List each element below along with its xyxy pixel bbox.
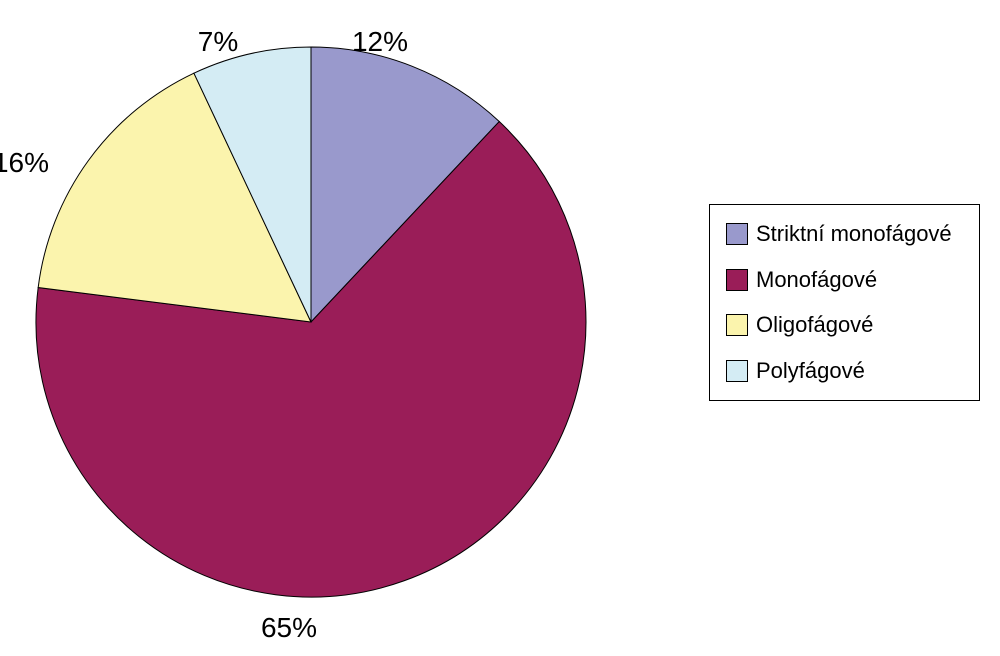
legend-label-2: Oligofágové [756, 312, 873, 338]
legend-label-3: Polyfágové [756, 358, 865, 384]
slice-label-2: 16% [0, 147, 49, 179]
legend-label-1: Monofágové [756, 267, 877, 293]
legend-item-0: Striktní monofágové [726, 221, 963, 247]
legend: Striktní monofágové Monofágové Oligofágo… [709, 204, 980, 401]
slice-label-0: 12% [352, 26, 408, 58]
legend-swatch-3 [726, 360, 748, 382]
legend-item-3: Polyfágové [726, 358, 963, 384]
legend-swatch-2 [726, 314, 748, 336]
legend-label-0: Striktní monofágové [756, 221, 952, 247]
legend-swatch-0 [726, 223, 748, 245]
slice-label-1: 65% [261, 612, 317, 644]
legend-item-1: Monofágové [726, 267, 963, 293]
legend-swatch-1 [726, 269, 748, 291]
legend-item-2: Oligofágové [726, 312, 963, 338]
chart-canvas: 12% 65% 16% 7% Striktní monofágové Monof… [0, 0, 1000, 656]
slice-label-3: 7% [198, 26, 238, 58]
